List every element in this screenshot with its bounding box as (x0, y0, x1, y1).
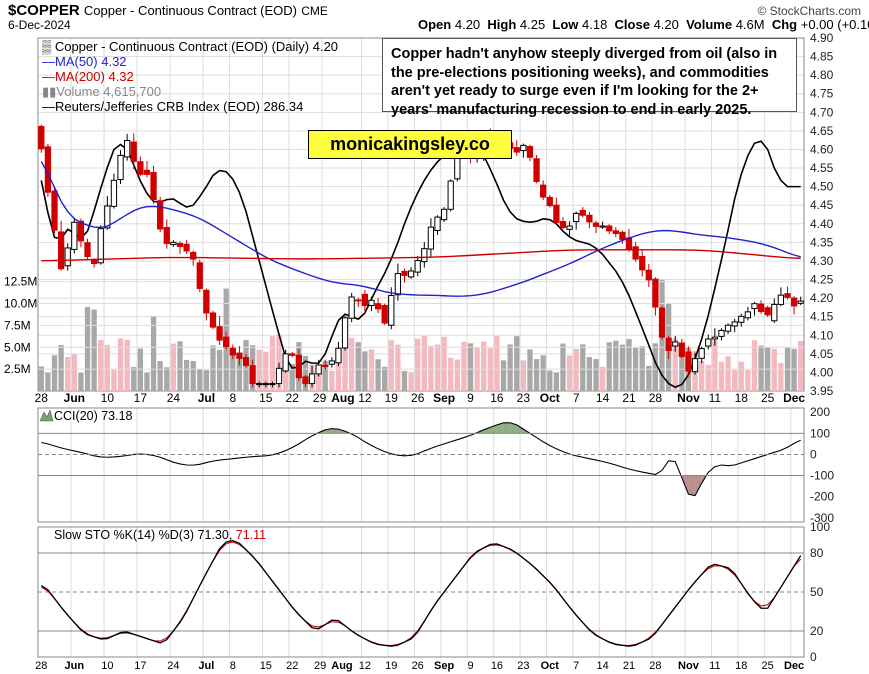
svg-text:21: 21 (623, 660, 635, 672)
svg-text:4.30: 4.30 (810, 254, 834, 268)
svg-text:19: 19 (385, 391, 399, 405)
svg-text:0: 0 (810, 650, 817, 664)
svg-text:4.70: 4.70 (810, 105, 834, 119)
svg-text:100: 100 (810, 426, 830, 440)
svg-text:11: 11 (709, 660, 720, 672)
svg-text:4.00: 4.00 (810, 365, 834, 379)
svg-text:12: 12 (358, 391, 372, 405)
svg-text:9: 9 (467, 391, 474, 405)
svg-text:4.20: 4.20 (810, 291, 834, 305)
svg-text:10: 10 (101, 660, 113, 672)
svg-text:12: 12 (359, 660, 371, 672)
svg-text:26: 26 (412, 660, 424, 672)
svg-text:28: 28 (35, 391, 49, 405)
svg-text:Slow STO %K(14) %D(3) 71.30, 7: Slow STO %K(14) %D(3) 71.30, 71.11 (54, 528, 266, 542)
svg-text:4.25: 4.25 (810, 273, 834, 287)
svg-text:Dec: Dec (783, 391, 805, 405)
svg-text:Sep: Sep (433, 391, 455, 405)
svg-text:15: 15 (259, 391, 273, 405)
svg-text:23: 23 (517, 660, 529, 672)
svg-text:28: 28 (649, 660, 661, 672)
svg-text:18: 18 (735, 660, 747, 672)
svg-text:Nov: Nov (678, 660, 700, 672)
svg-text:5.0M: 5.0M (4, 340, 31, 354)
svg-text:28: 28 (649, 391, 663, 405)
svg-text:25: 25 (761, 391, 775, 405)
svg-text:50: 50 (810, 585, 824, 599)
svg-text:Nov: Nov (677, 391, 700, 405)
svg-text:8: 8 (230, 660, 236, 672)
svg-text:29: 29 (313, 391, 327, 405)
svg-text:7.5M: 7.5M (4, 318, 31, 332)
svg-text:4.60: 4.60 (810, 142, 834, 156)
svg-text:22: 22 (286, 391, 300, 405)
svg-text:29: 29 (314, 660, 326, 672)
svg-text:4.75: 4.75 (810, 87, 834, 101)
svg-text:9: 9 (467, 660, 473, 672)
svg-text:Jun: Jun (65, 660, 85, 672)
svg-text:28: 28 (35, 660, 47, 672)
svg-text:21: 21 (622, 391, 636, 405)
svg-text:14: 14 (596, 660, 608, 672)
svg-text:Jul: Jul (198, 391, 215, 405)
svg-text:19: 19 (385, 660, 397, 672)
svg-text:4.35: 4.35 (810, 235, 834, 249)
svg-text:23: 23 (517, 391, 531, 405)
svg-text:10: 10 (101, 391, 115, 405)
svg-text:Aug: Aug (331, 660, 352, 672)
svg-text:14: 14 (596, 391, 610, 405)
svg-text:11: 11 (709, 391, 722, 405)
svg-text:Jun: Jun (64, 391, 85, 405)
svg-text:Dec: Dec (784, 660, 804, 672)
svg-text:10.0M: 10.0M (4, 297, 37, 311)
svg-text:24: 24 (167, 391, 181, 405)
svg-text:-200: -200 (810, 490, 834, 504)
svg-text:25: 25 (762, 660, 774, 672)
svg-text:Oct: Oct (541, 660, 560, 672)
svg-text:3.95: 3.95 (810, 384, 834, 398)
svg-text:-100: -100 (810, 469, 834, 483)
svg-text:7: 7 (573, 391, 580, 405)
svg-text:4.80: 4.80 (810, 68, 834, 82)
svg-text:4.10: 4.10 (810, 328, 834, 342)
svg-text:4.55: 4.55 (810, 161, 834, 175)
svg-text:7: 7 (573, 660, 579, 672)
svg-text:4.40: 4.40 (810, 217, 834, 231)
svg-text:24: 24 (167, 660, 179, 672)
svg-text:80: 80 (810, 546, 824, 560)
svg-text:2.5M: 2.5M (4, 362, 31, 376)
svg-text:22: 22 (286, 660, 298, 672)
svg-text:4.85: 4.85 (810, 50, 834, 64)
svg-text:4.45: 4.45 (810, 198, 834, 212)
svg-text:Jul: Jul (198, 660, 214, 672)
svg-text:100: 100 (810, 520, 830, 534)
svg-text:17: 17 (134, 660, 146, 672)
svg-text:200: 200 (810, 405, 830, 419)
svg-text:CCI(20) 73.18: CCI(20) 73.18 (54, 409, 133, 423)
svg-text:4.50: 4.50 (810, 180, 834, 194)
svg-text:15: 15 (260, 660, 272, 672)
svg-text:26: 26 (411, 391, 425, 405)
svg-text:Aug: Aug (331, 391, 354, 405)
svg-text:0: 0 (810, 447, 817, 461)
svg-text:16: 16 (490, 391, 504, 405)
svg-text:Sep: Sep (434, 660, 454, 672)
svg-text:4.05: 4.05 (810, 347, 834, 361)
svg-text:4.15: 4.15 (810, 310, 834, 324)
svg-text:12.5M: 12.5M (4, 275, 37, 289)
svg-text:8: 8 (229, 391, 236, 405)
svg-text:16: 16 (491, 660, 503, 672)
svg-text:18: 18 (735, 391, 749, 405)
svg-text:20: 20 (810, 624, 824, 638)
svg-text:4.90: 4.90 (810, 31, 834, 45)
svg-text:17: 17 (134, 391, 148, 405)
svg-text:Oct: Oct (540, 391, 560, 405)
svg-text:4.65: 4.65 (810, 124, 834, 138)
